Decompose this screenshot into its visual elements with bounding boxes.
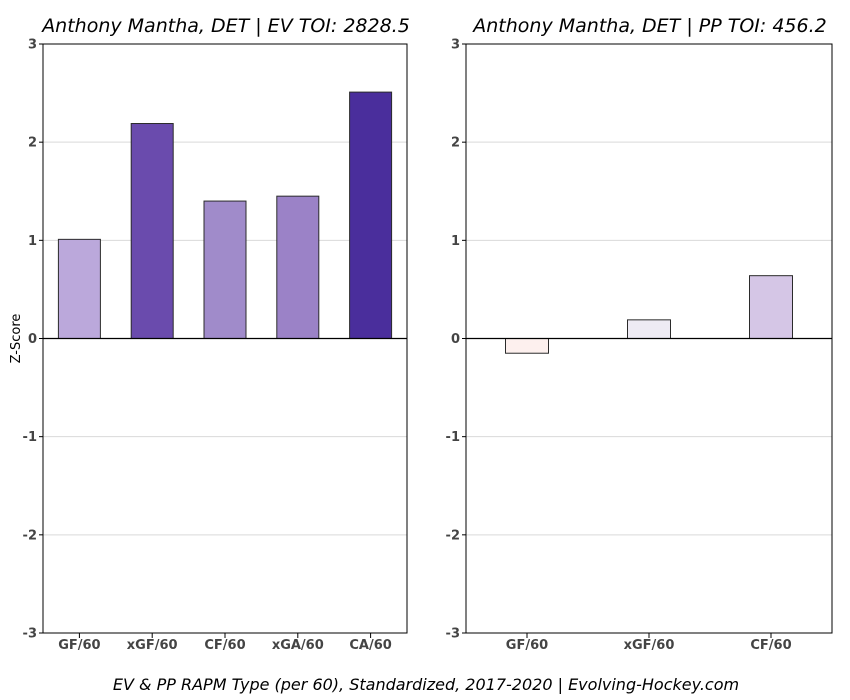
ev-y-tick-label: -3 bbox=[23, 627, 37, 642]
pp-y-tick-label: -1 bbox=[446, 430, 460, 445]
ev-y-tick-label: -1 bbox=[23, 430, 37, 445]
pp-x-tick-label: xGF/60 bbox=[624, 638, 675, 653]
ev-y-tick-label: 0 bbox=[28, 332, 37, 347]
ev-y-tick-label: 3 bbox=[28, 38, 37, 53]
ev-x-tick-label: GF/60 bbox=[58, 638, 100, 653]
ev-y-tick-label: 1 bbox=[28, 234, 37, 249]
pp-y-tick-label: 0 bbox=[451, 332, 460, 347]
ev-panel-title: Anthony Mantha, DET | EV TOI: 2828.5 bbox=[40, 15, 410, 37]
ev-x-tick-label: CF/60 bbox=[204, 638, 245, 653]
pp-panel: Anthony Mantha, DET | PP TOI: 456.2 3 2 1 0 -… bbox=[446, 15, 833, 653]
ev-bar-ca-per-60 bbox=[349, 91, 393, 339]
pp-y-tick-label: -3 bbox=[446, 627, 460, 642]
pp-y-tick-label: 1 bbox=[451, 234, 460, 249]
ev-x-tick-label: CA/60 bbox=[349, 638, 391, 653]
pp-bar-xgf-per-60 bbox=[627, 319, 671, 339]
pp-bar-cf-per-60 bbox=[749, 275, 793, 340]
pp-y-tick-label: 2 bbox=[451, 136, 460, 151]
ev-bar-cf-per-60 bbox=[203, 200, 247, 339]
ev-bar-xga-per-60 bbox=[276, 195, 320, 339]
pp-y-tick-label: 3 bbox=[451, 38, 460, 53]
chart-caption: EV & PP RAPM Type (per 60), Standardized… bbox=[113, 675, 739, 694]
pp-x-tick-label: CF/60 bbox=[750, 638, 791, 653]
ev-bar-xgf-per-60 bbox=[130, 123, 174, 339]
ev-x-tick-label: xGA/60 bbox=[272, 638, 324, 653]
ev-panel: Anthony Mantha, DET | EV TOI: 2828.53 2 1 0… bbox=[9, 15, 410, 653]
ev-y-axis-label: Z-Score bbox=[9, 314, 24, 364]
pp-x-tick-label: GF/60 bbox=[506, 638, 548, 653]
ev-bar-gf-per-60 bbox=[57, 238, 101, 339]
ev-x-tick-label: xGF/60 bbox=[127, 638, 178, 653]
ev-y-tick-label: 2 bbox=[28, 136, 37, 151]
pp-bar-gf-per-60 bbox=[505, 338, 549, 354]
pp-y-tick-label: -2 bbox=[446, 528, 460, 543]
ev-y-tick-label: -2 bbox=[23, 528, 37, 543]
pp-panel-title: Anthony Mantha, DET | PP TOI: 456.2 bbox=[471, 15, 826, 37]
